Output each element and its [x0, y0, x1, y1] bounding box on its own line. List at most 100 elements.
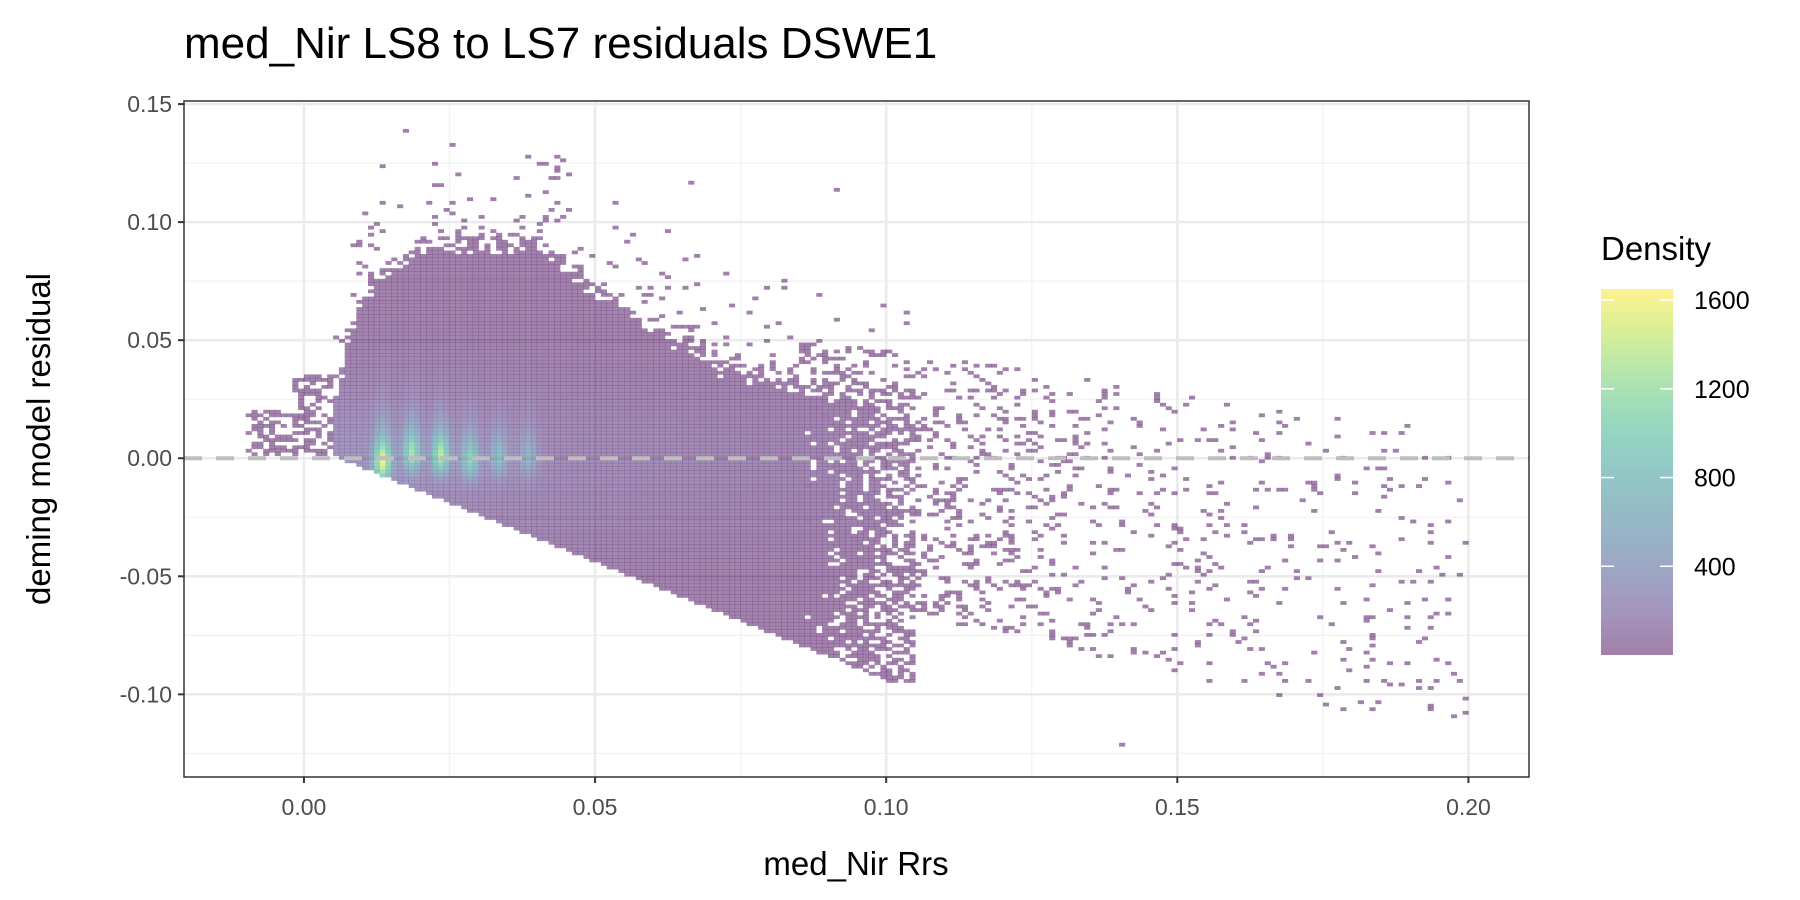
density-bin [647, 579, 654, 584]
density-bin [426, 445, 433, 450]
density-bin [717, 555, 724, 559]
density-bin [449, 441, 456, 446]
density-bin [356, 317, 363, 322]
density-bin [694, 597, 701, 602]
density-bin [705, 399, 712, 403]
density-bin [484, 321, 491, 326]
density-bin [449, 424, 456, 428]
density-bin [641, 261, 648, 265]
density-bin [548, 342, 555, 347]
density-bin [589, 526, 596, 531]
density-bin [251, 409, 258, 414]
density-bin [414, 466, 421, 471]
density-bin [606, 367, 613, 372]
density-bin [379, 307, 386, 311]
density-bin [432, 275, 439, 280]
density-bin [408, 360, 415, 365]
density-bin [577, 335, 584, 340]
density-bin [420, 314, 427, 318]
density-bin [472, 466, 479, 471]
density-bin [531, 321, 538, 326]
density-bin [344, 438, 351, 442]
density-bin [624, 558, 631, 563]
density-bin [472, 509, 479, 513]
density-bin [711, 455, 718, 460]
density-bin [449, 378, 456, 382]
density-bin [653, 395, 660, 400]
density-bin [554, 526, 561, 531]
density-bin [647, 353, 654, 357]
density-bin [688, 392, 695, 396]
density-bin [583, 498, 590, 503]
density-bin [344, 363, 351, 368]
density-bin [641, 548, 648, 552]
density-bin [624, 477, 631, 481]
density-bin [664, 562, 671, 566]
density-bin [705, 484, 712, 488]
density-bin [577, 424, 584, 428]
density-bin [373, 399, 380, 403]
density-bin [496, 378, 503, 382]
density-bin [554, 254, 561, 258]
density-bin [571, 509, 578, 513]
density-bin [426, 491, 433, 496]
density-bin [583, 282, 590, 287]
density-bin [699, 501, 706, 506]
density-bin [618, 501, 625, 506]
density-bin [402, 296, 409, 301]
density-bin [711, 416, 718, 421]
density-bin [338, 370, 345, 375]
density-bin [560, 385, 567, 389]
density-bin [350, 413, 357, 418]
density-bin [618, 484, 625, 488]
density-bin [443, 250, 450, 255]
density-bin [595, 349, 602, 354]
density-bin [560, 480, 567, 485]
density-bin [402, 438, 409, 442]
density-bin [606, 370, 613, 375]
density-bin [600, 324, 607, 329]
density-bin [612, 487, 619, 492]
density-bin [554, 392, 561, 396]
density-bin [711, 470, 718, 474]
density-bin [670, 526, 677, 531]
density-bin [437, 261, 444, 265]
density-bin [612, 484, 619, 488]
density-bin [717, 363, 724, 368]
density-bin [455, 236, 462, 241]
density-bin [682, 335, 689, 340]
density-bin [455, 254, 462, 258]
density-bin [449, 395, 456, 400]
density-bin [303, 438, 310, 442]
density-bin [571, 466, 578, 471]
density-bin [641, 431, 648, 435]
density-bin [531, 441, 538, 446]
density-bin [624, 519, 631, 524]
density-bin [525, 307, 532, 311]
density-bin [432, 183, 439, 187]
density-bin [402, 434, 409, 439]
density-bin [577, 466, 584, 471]
density-bin [554, 307, 561, 311]
density-bin [315, 395, 322, 400]
density-bin [437, 463, 444, 467]
density-bin [368, 321, 375, 326]
density-bin [688, 590, 695, 595]
density-bin [467, 473, 474, 478]
density-bin [682, 484, 689, 488]
density-bin [554, 310, 561, 315]
density-bin [338, 445, 345, 450]
density-bin [711, 420, 718, 425]
density-bin [420, 342, 427, 347]
density-bin [350, 388, 357, 393]
density-bin [606, 509, 613, 513]
density-bin [501, 289, 508, 294]
density-bin [682, 346, 689, 350]
density-bin [600, 424, 607, 428]
density-bin [449, 431, 456, 435]
density-bin [426, 246, 433, 251]
density-bin [566, 356, 573, 361]
density-bin [432, 491, 439, 496]
density-bin [531, 328, 538, 333]
density-bin [566, 409, 573, 414]
